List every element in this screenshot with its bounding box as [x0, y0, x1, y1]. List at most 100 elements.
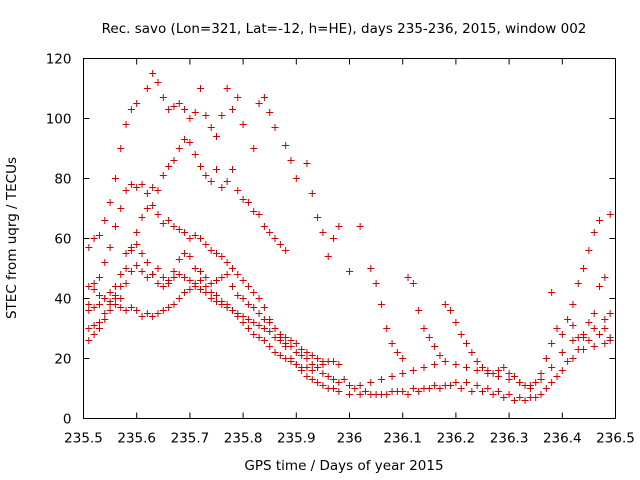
- data-point: [282, 247, 290, 254]
- y-tick-label: 0: [63, 412, 72, 428]
- data-point: [149, 70, 157, 77]
- data-point: [154, 310, 162, 317]
- x-tick-label: 236.4: [543, 431, 582, 447]
- data-point: [186, 253, 194, 260]
- data-point: [138, 214, 146, 221]
- data-point: [330, 376, 338, 383]
- data-point: [95, 292, 103, 299]
- data-point: [468, 388, 476, 395]
- data-point: [133, 100, 141, 107]
- data-point: [106, 298, 114, 305]
- data-point: [143, 259, 151, 266]
- data-point: [122, 265, 130, 272]
- data-point: [409, 280, 417, 287]
- data-point: [590, 343, 598, 350]
- data-point: [154, 187, 162, 194]
- data-point: [127, 106, 135, 113]
- data-point: [346, 382, 353, 389]
- data-point: [223, 178, 231, 185]
- data-point: [601, 340, 609, 347]
- data-point: [127, 304, 135, 311]
- data-point: [463, 340, 471, 347]
- data-point: [170, 157, 178, 164]
- x-tick-label: 235.9: [277, 431, 316, 447]
- data-point: [117, 304, 125, 311]
- data-point: [138, 181, 146, 188]
- data-point: [404, 274, 412, 281]
- data-point: [228, 283, 236, 290]
- data-point: [548, 289, 556, 296]
- data-point: [558, 349, 566, 356]
- data-point: [228, 307, 236, 314]
- data-point: [425, 385, 433, 392]
- data-point: [409, 385, 417, 392]
- data-point: [234, 187, 242, 194]
- data-point: [255, 310, 263, 317]
- data-point: [463, 379, 471, 386]
- data-point: [181, 250, 189, 257]
- data-point: [335, 223, 343, 230]
- data-point: [292, 175, 300, 182]
- data-point: [574, 280, 582, 287]
- data-point: [271, 349, 279, 356]
- data-point: [431, 343, 439, 350]
- data-point: [335, 388, 343, 395]
- data-point: [457, 331, 465, 338]
- data-point: [282, 142, 290, 149]
- data-point: [314, 364, 322, 371]
- data-point: [473, 367, 481, 374]
- data-point: [202, 172, 210, 179]
- data-point: [244, 301, 252, 308]
- data-point: [149, 184, 157, 191]
- data-point: [585, 319, 593, 326]
- data-point: [175, 226, 183, 233]
- data-point: [303, 160, 311, 167]
- data-point: [175, 256, 183, 263]
- data-point: [122, 280, 130, 287]
- data-point: [377, 376, 385, 383]
- data-point: [606, 211, 614, 218]
- data-point: [85, 307, 93, 314]
- data-point: [213, 292, 220, 299]
- data-point: [197, 268, 205, 275]
- axis-ticks: 235.5 235.6 235.7 235.8 235.9 236 236.1 236.2 23…: [46, 52, 635, 447]
- data-point: [510, 373, 518, 380]
- data-point: [452, 319, 460, 326]
- data-point: [409, 367, 417, 374]
- data-point: [159, 274, 167, 281]
- data-point: [154, 211, 162, 218]
- data-point: [159, 172, 167, 179]
- data-point: [383, 391, 391, 398]
- x-tick-label: 235.7: [171, 431, 210, 447]
- data-point: [298, 352, 306, 359]
- data-point: [303, 349, 311, 356]
- data-point: [564, 316, 572, 323]
- data-point: [181, 106, 189, 113]
- data-point: [298, 346, 306, 353]
- data-point: [308, 367, 316, 374]
- data-point: [90, 331, 98, 338]
- data-point: [537, 376, 545, 383]
- x-axis-label: GPS time / Days of year 2015: [244, 458, 443, 474]
- data-point: [197, 163, 205, 170]
- data-point: [282, 334, 290, 341]
- data-point: [191, 232, 199, 239]
- data-point: [590, 310, 598, 317]
- x-tick-label: 235.8: [224, 431, 263, 447]
- data-point: [239, 295, 247, 302]
- data-point: [260, 223, 268, 230]
- data-point: [574, 334, 582, 341]
- data-point: [335, 361, 343, 368]
- data-point: [90, 286, 98, 293]
- data-point: [218, 301, 226, 308]
- x-tick-label: 236.5: [596, 431, 635, 447]
- data-point: [218, 112, 226, 119]
- data-point: [351, 385, 359, 392]
- data-point: [457, 385, 465, 392]
- data-point: [308, 190, 316, 197]
- data-point: [95, 232, 103, 239]
- data-point: [117, 295, 125, 302]
- data-point: [260, 337, 268, 344]
- data-point: [191, 151, 199, 158]
- data-point: [436, 352, 444, 359]
